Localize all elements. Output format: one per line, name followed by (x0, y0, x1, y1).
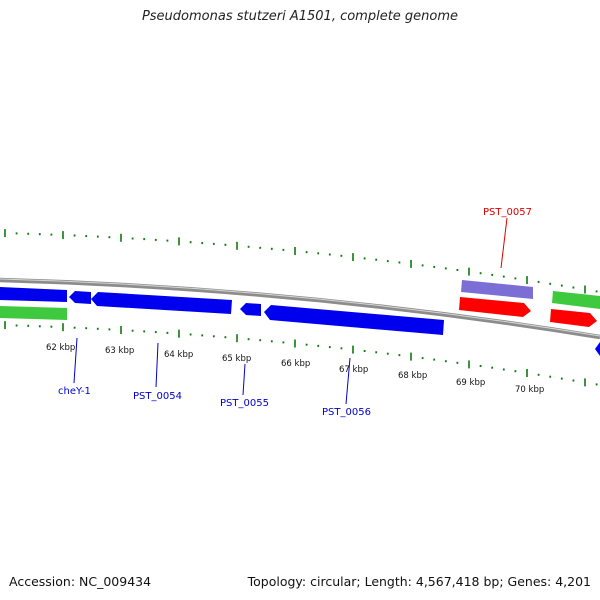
leader-line-cheY-1 (73, 337, 78, 384)
scale-label: 66 kbp (281, 359, 310, 369)
scale-label: 65 kbp (222, 354, 251, 364)
scale-label: 63 kbp (105, 346, 134, 356)
scale-label: 67 kbp (339, 365, 368, 375)
gene-arrow-cheY-1[interactable] (0, 287, 67, 302)
scale-label: 64 kbp (164, 350, 193, 360)
genome-backbone-highlight (0, 278, 600, 337)
gene-label-PST_0055[interactable]: PST_0055 (220, 398, 269, 409)
gene-label-PST_0056[interactable]: PST_0056 (322, 407, 371, 418)
gene-arrow-edge[interactable] (595, 342, 600, 356)
scale-label: 69 kbp (456, 378, 485, 388)
gene-label-PST_0054[interactable]: PST_0054 (133, 391, 182, 402)
gene-arrow-PST_0054[interactable] (91, 292, 232, 314)
gene-arrow-reverse-small[interactable] (69, 291, 91, 304)
gene-feature-green-left[interactable] (0, 306, 67, 320)
leader-line-PST_0056 (345, 357, 351, 405)
scale-label: 62 kbp (46, 343, 75, 353)
leader-line-PST_0057 (500, 217, 508, 269)
leader-line-PST_0055 (242, 363, 246, 396)
leader-line-PST_0054 (155, 342, 159, 388)
gene-arrow-PST_0056[interactable] (264, 305, 444, 335)
gene-arrow-forward-right[interactable] (550, 309, 597, 327)
scale-label: 70 kbp (515, 385, 544, 395)
inner-tick-ring (4, 321, 598, 387)
scale-label: 68 kbp (398, 371, 427, 381)
gene-feature-PST_0057-purple[interactable] (461, 280, 533, 299)
accession-text: Accession: NC_009434 (9, 574, 152, 589)
gene-label-PST_0057[interactable]: PST_0057 (483, 207, 532, 218)
gene-label-cheY-1[interactable]: cheY-1 (58, 386, 91, 397)
genome-summary-text: Topology: circular; Length: 4,567,418 bp… (247, 574, 591, 589)
gene-arrow-PST_0055[interactable] (240, 303, 261, 316)
gene-arrow-PST_0057[interactable] (459, 297, 531, 317)
genome-backbone (0, 277, 600, 340)
outer-tick-ring (4, 229, 598, 294)
map-title: Pseudomonas stutzeri A1501, complete gen… (141, 9, 459, 24)
gene-feature-green-right[interactable] (552, 291, 600, 309)
